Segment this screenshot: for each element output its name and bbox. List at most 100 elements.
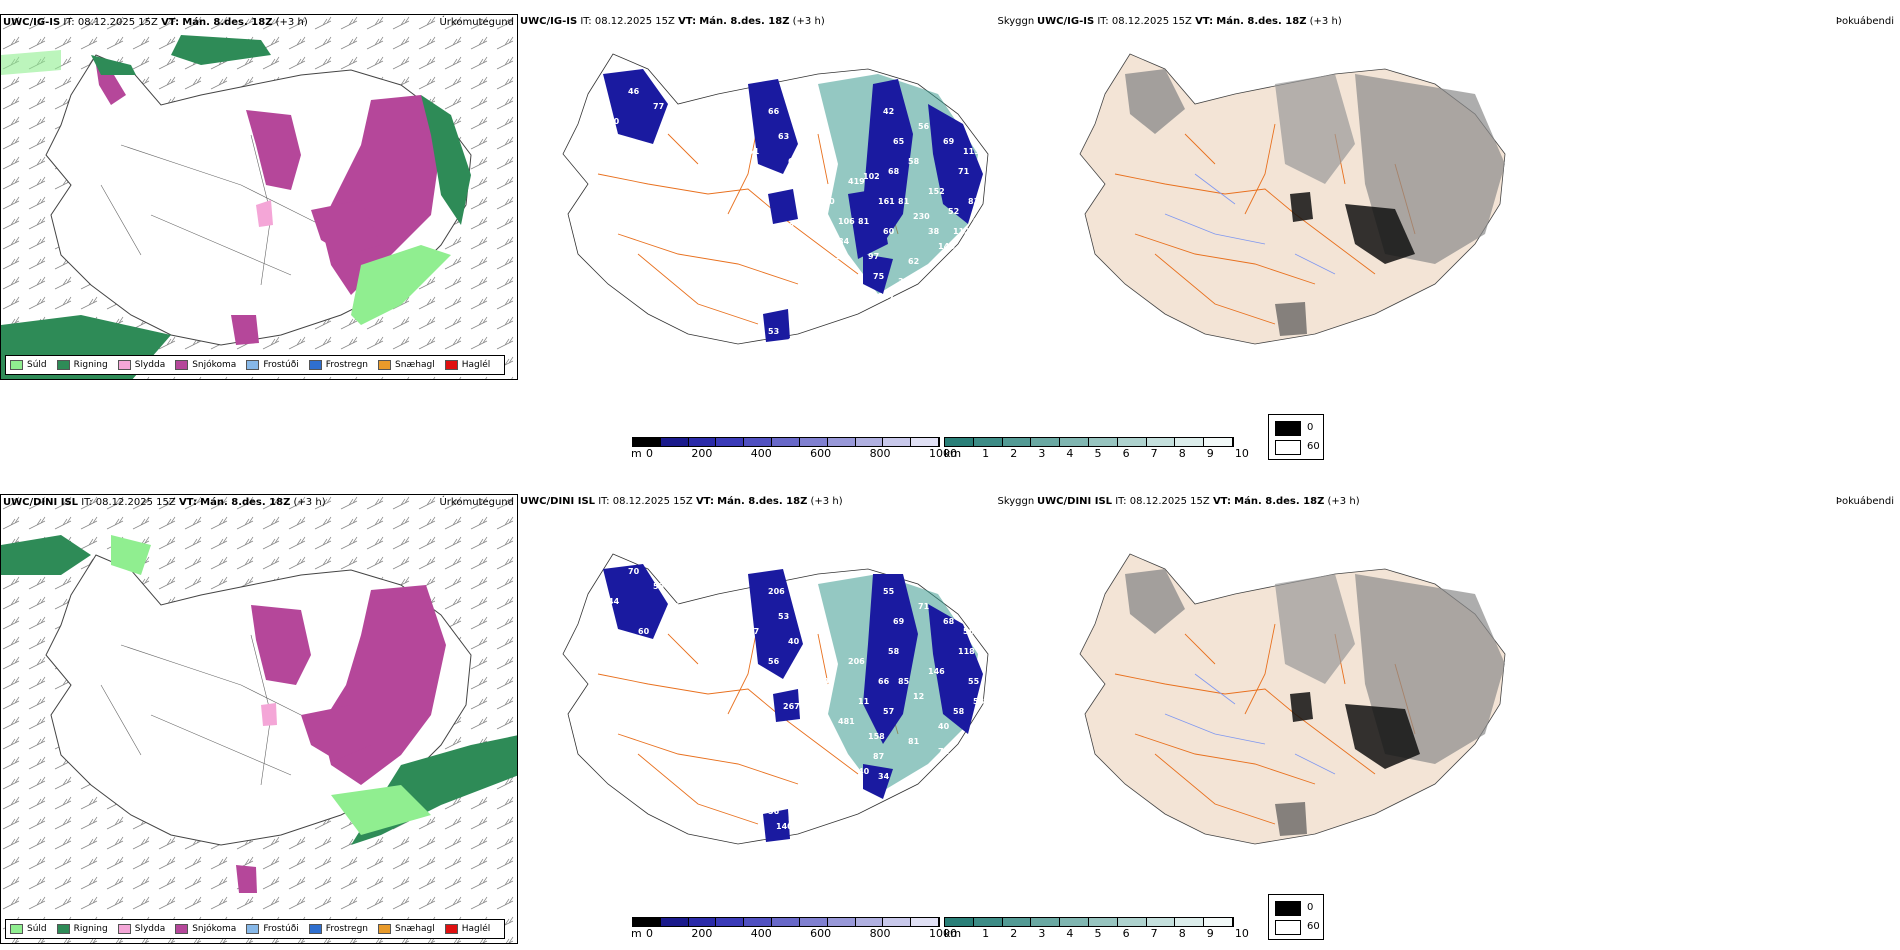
vis-value-label: 76 (858, 287, 870, 296)
vis-value-label: 85 (733, 167, 745, 176)
precip-panel-row1: UWC/IG-IS IT: 08.12.2025 15Z VT: Mán. 8.… (0, 14, 518, 380)
vis-value-label: 64 (788, 157, 800, 166)
fog-swatch-top (1275, 421, 1301, 436)
vis-value-label: 140 (776, 822, 793, 831)
vis-value-label: 144 (938, 242, 955, 251)
vis-value-label: 118 (958, 647, 975, 656)
colorbar-segment (973, 918, 1003, 926)
legend-item: Snæhagl (378, 924, 435, 934)
vis-value-label: 56 (768, 807, 780, 816)
height-colorbar-row1 (632, 437, 940, 447)
legend-item: Snjókoma (175, 924, 236, 934)
fog-map-row2 (1035, 494, 1900, 894)
vis-value-label: 50 (608, 117, 620, 126)
vis-value-label: 58 (768, 177, 780, 186)
vis-value-label: 11 (858, 697, 870, 706)
panel-header: UWC/DINI ISL IT: 08.12.2025 15Z VT: Mán.… (3, 497, 326, 508)
colorbar-segment (660, 918, 689, 926)
vis-value-label: 206 (768, 587, 785, 596)
vis-value-label: 53 (778, 612, 789, 621)
fog-panel-row2: UWC/DINI ISL IT: 08.12.2025 15Z VT: Mán.… (1035, 494, 1900, 894)
legend-swatch (378, 360, 392, 370)
legend-item: Snæhagl (378, 360, 435, 370)
colorbar-segment (1088, 438, 1118, 446)
legend-swatch (56, 924, 70, 934)
legend-swatch (175, 924, 189, 934)
vis-value-label: 146 (928, 667, 945, 676)
panel-title: Þokuábendi (1835, 16, 1894, 27)
vis-value-label: 40 (858, 767, 870, 776)
vis-value-label: 77 (653, 102, 664, 111)
vis-value-label: 65 (893, 137, 905, 146)
vis-labels: 70 44 53 60 53 206 53 40 56 55 69 58 85 57 158 68 118 55 5… (608, 567, 984, 831)
vis-value-label: 68 (888, 167, 900, 176)
vis-map-row2: 70 44 53 60 53 206 53 40 56 55 69 58 85 57 158 68 118 55 5… (562, 553, 989, 845)
vis-value-label: 62 (823, 737, 834, 746)
colorbar-segment (799, 918, 828, 926)
vis-value-label: 58 (908, 157, 920, 166)
colorbar-segment (855, 918, 884, 926)
vis-value-label: 83 (798, 597, 809, 606)
vis-panel-row2: 70 44 53 60 53 206 53 40 56 55 69 58 85 57 158 68 118 55 5… (518, 494, 1035, 894)
legend-swatch (308, 360, 322, 370)
legend-item: Rigning (56, 360, 108, 370)
vis-value-label: 58 (888, 647, 900, 656)
vis-value-label: 12 (913, 692, 924, 701)
colorbar-segment (827, 918, 856, 926)
precip-map-row1 (1, 15, 517, 379)
vis-value-label: 42 (883, 107, 894, 116)
colorbar-segment (1117, 918, 1147, 926)
colorbar-segment (1002, 918, 1032, 926)
colorbar-segment (1175, 918, 1205, 926)
colorbar-segment (688, 438, 717, 446)
colorbar-segment (883, 438, 912, 446)
vis-value-label: 58 (953, 707, 965, 716)
km-colorbar-ticks: km 1 2 3 4 5 6 7 8 9 10 (944, 927, 1249, 940)
vis-value-label: 81 (898, 197, 910, 206)
vis-value-label: 113 (963, 147, 980, 156)
vis-value-label: 152 (928, 187, 945, 196)
vis-value-label: 62 (618, 137, 629, 146)
fog-legend-row1: 0 60 (1268, 414, 1324, 460)
legend-item: Rigning (56, 924, 108, 934)
colorbar-segment (1060, 918, 1089, 926)
vis-value-label: 158 (868, 732, 885, 741)
colorbar-segment (1031, 918, 1061, 926)
colorbar-segment (945, 918, 974, 926)
colorbar-segment (1031, 438, 1061, 446)
panel-title: Þokuábendi (1835, 496, 1894, 507)
vis-value-label: 83 (668, 122, 679, 131)
vis-value-label: 199 (818, 677, 835, 686)
fog-map-row1 (1035, 14, 1900, 380)
precip-panel-row2: UWC/DINI ISL IT: 08.12.2025 15Z VT: Mán.… (0, 494, 518, 944)
colorbar-segment (799, 438, 828, 446)
legend-item: Haglél (444, 924, 490, 934)
vis-value-label: 83 (968, 197, 979, 206)
vis-value-label: 53 (668, 602, 679, 611)
vis-value-label: 95 (973, 217, 985, 226)
colorbar-segment (973, 438, 1003, 446)
vis-value-label: 45 (658, 137, 670, 146)
legend-swatch (444, 924, 458, 934)
vis-map-row1: 46 50 83 73 77 66 63 64 58 42 65 68 81 60 97 69 71 83 112 1… (562, 53, 989, 351)
colorbar-segment (883, 918, 912, 926)
vis-value-label: 71 (958, 167, 970, 176)
vis-value-label: 55 (883, 587, 895, 596)
legend-item: Súld (10, 360, 47, 370)
colorbar-segment (1175, 438, 1205, 446)
colorbar-segment (1117, 438, 1147, 446)
colorbar-segment (911, 438, 939, 446)
panel-header: UWC/IG-IS IT: 08.12.2025 15Z VT: Mán. 8.… (1037, 16, 1342, 27)
legend-swatch (117, 924, 131, 934)
vis-value-label: 51 (748, 147, 760, 156)
panel-title: Úrkomutegund (439, 17, 514, 28)
colorbar-segment (633, 438, 661, 446)
vis-value-label: 161 (878, 197, 895, 206)
fog-swatch-bottom (1275, 440, 1301, 455)
vis-value-label: 106 (838, 217, 855, 226)
colorbar-segment (1088, 918, 1118, 926)
colorbar-segment (1002, 438, 1032, 446)
vis-value-label: 81 (858, 217, 870, 226)
vis-value-label: 60 (638, 627, 650, 636)
colorbar-segment (772, 918, 800, 926)
